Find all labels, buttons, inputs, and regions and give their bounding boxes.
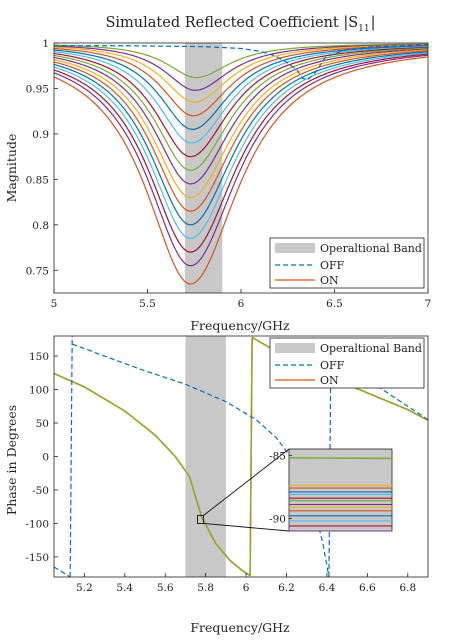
phase-x-axis-label: Frequency/GHz xyxy=(190,620,290,635)
magnitude-x-tick-label: 5.5 xyxy=(139,298,156,310)
phase-x-tick-label: 5.4 xyxy=(116,582,133,594)
phase-zoom-connector xyxy=(203,448,290,516)
magnitude-on-series xyxy=(53,46,429,158)
phase-off-series xyxy=(54,336,428,577)
magnitude-x-tick-label: 6.5 xyxy=(326,298,343,310)
phase-operational-band xyxy=(185,336,226,577)
magnitude-on-series xyxy=(53,46,429,144)
magnitude-on-series xyxy=(53,49,429,199)
magnitude-legend: Operaltional Band OFF ON xyxy=(269,237,425,289)
phase-x-tick-label: 5.2 xyxy=(76,582,93,594)
magnitude-y-tick-label: 0.9 xyxy=(32,129,49,141)
phase-legend-off-label: OFF xyxy=(320,359,345,372)
phase-y-tick-label: -50 xyxy=(32,485,49,497)
magnitude-legend-on-label: ON xyxy=(320,274,339,287)
magnitude-off-series xyxy=(54,44,429,81)
phase-y-tick-label: -150 xyxy=(25,552,49,564)
magnitude-on-series xyxy=(53,43,429,91)
magnitude-y-tick-label: 0.85 xyxy=(26,174,49,186)
phase-x-tick-label: 5.8 xyxy=(197,582,214,594)
magnitude-on-series xyxy=(53,48,429,185)
phase-y-tick-label: 50 xyxy=(36,418,49,430)
magnitude-y-tick-label: 1 xyxy=(42,38,49,50)
magnitude-on-series xyxy=(53,43,429,79)
phase-chart: 5.2 5.4 5.6 5.8 6 6.2 6.4 6.6 6.8 -150 -100 -50 0 50… xyxy=(4,335,429,635)
magnitude-on-series xyxy=(53,56,429,285)
phase-legend-band-swatch xyxy=(275,343,315,353)
phase-zoom-connector xyxy=(203,522,290,532)
phase-y-tick-label: 0 xyxy=(42,452,49,464)
chart-title-end: | xyxy=(371,15,376,31)
phase-zoom-region xyxy=(197,514,205,524)
magnitude-on-series xyxy=(53,50,429,212)
phase-x-ticks: 5.2 5.4 5.6 5.8 6 6.2 6.4 6.6 6.8 xyxy=(76,573,416,594)
magnitude-on-series xyxy=(53,47,429,171)
phase-inset-tick-label: -85 xyxy=(269,450,286,462)
magnitude-chart: Simulated Reflected Coefficient |S 11 | … xyxy=(4,15,431,333)
magnitude-y-tick-label: 0.95 xyxy=(26,83,49,95)
magnitude-series-group xyxy=(53,43,429,285)
magnitude-x-axis-label: Frequency/GHz xyxy=(190,318,290,333)
magnitude-on-series xyxy=(53,44,429,103)
phase-inset-tick-label: -90 xyxy=(269,513,286,525)
phase-y-ticks: -150 -100 -50 0 50 100 150 xyxy=(25,351,58,564)
magnitude-on-series xyxy=(53,45,429,130)
phase-x-tick-label: 6.8 xyxy=(399,582,416,594)
phase-y-tick-label: 100 xyxy=(29,385,49,397)
phase-band-rect xyxy=(185,336,226,577)
magnitude-x-tick-label: 7 xyxy=(425,298,432,310)
magnitude-x-tick-label: 6 xyxy=(238,298,245,310)
magnitude-on-series xyxy=(53,54,429,267)
magnitude-y-tick-label: 0.75 xyxy=(26,265,49,277)
magnitude-x-tick-label: 5 xyxy=(51,298,58,310)
phase-inset-box xyxy=(288,448,393,532)
chart-title-main: Simulated Reflected Coefficient |S xyxy=(105,15,358,31)
phase-legend: Operaltional Band OFF ON xyxy=(269,337,425,389)
phase-inset-zoom: -85 -90 xyxy=(197,448,393,532)
magnitude-x-ticks: 5 5.5 6 6.5 7 xyxy=(51,289,432,310)
phase-x-tick-label: 5.6 xyxy=(157,582,174,594)
magnitude-on-series xyxy=(53,53,429,253)
magnitude-on-series xyxy=(53,51,429,226)
phase-y-tick-label: 150 xyxy=(29,351,49,363)
phase-inset-series xyxy=(288,457,393,460)
magnitude-on-series xyxy=(53,44,429,117)
phase-x-tick-label: 6.2 xyxy=(278,582,295,594)
phase-legend-band-label: Operaltional Band xyxy=(320,342,422,355)
phase-x-tick-label: 6.6 xyxy=(359,582,376,594)
phase-x-tick-label: 6.4 xyxy=(319,582,336,594)
magnitude-legend-band-swatch xyxy=(275,243,315,253)
magnitude-legend-off-label: OFF xyxy=(320,259,345,272)
magnitude-y-ticks: 0.75 0.8 0.85 0.9 0.95 1 xyxy=(26,38,58,277)
magnitude-y-tick-label: 0.8 xyxy=(32,220,49,232)
magnitude-y-axis-label: Magnitude xyxy=(4,134,19,203)
phase-legend-on-label: ON xyxy=(320,374,339,387)
magnitude-legend-band-label: Operaltional Band xyxy=(320,242,422,255)
chart-title-subscript: 11 xyxy=(358,24,369,34)
phase-x-tick-label: 6 xyxy=(243,582,250,594)
phase-y-axis-label: Phase in Degrees xyxy=(4,405,19,515)
magnitude-on-series xyxy=(53,52,429,240)
phase-y-tick-label: -100 xyxy=(25,518,49,530)
